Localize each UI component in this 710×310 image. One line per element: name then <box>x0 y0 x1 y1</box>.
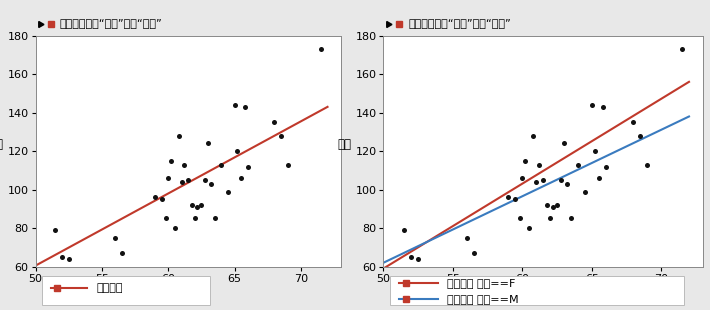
Point <box>192 205 203 210</box>
Point <box>269 120 280 125</box>
Point <box>530 179 542 184</box>
Point <box>50 228 61 232</box>
Point <box>565 216 577 221</box>
Point <box>196 202 207 207</box>
Point <box>231 149 243 154</box>
Point <box>468 251 479 256</box>
Y-axis label: 体重: 体重 <box>337 138 351 151</box>
Point <box>169 226 180 231</box>
Point <box>205 181 217 186</box>
Point <box>642 162 653 167</box>
Point <box>202 141 214 146</box>
Point <box>542 202 553 207</box>
X-axis label: 身高: 身高 <box>181 286 195 299</box>
Point <box>635 133 646 138</box>
Point <box>178 162 190 167</box>
FancyBboxPatch shape <box>390 276 684 305</box>
Point <box>628 120 639 125</box>
Point <box>579 189 591 194</box>
Point <box>239 104 251 109</box>
Point <box>533 162 545 167</box>
Point <box>165 158 177 163</box>
Point <box>510 197 521 202</box>
X-axis label: 身高: 身高 <box>536 286 550 299</box>
Point <box>514 216 525 221</box>
Point <box>537 178 549 183</box>
Point <box>545 216 556 221</box>
FancyBboxPatch shape <box>42 276 209 305</box>
Point <box>677 46 688 51</box>
Text: 二元拟合，以“身高”拟合“体重”: 二元拟合，以“身高”拟合“体重” <box>409 18 512 28</box>
Point <box>405 255 417 259</box>
Point <box>552 202 563 207</box>
Point <box>160 216 171 221</box>
Text: 线性拟合 性别==F: 线性拟合 性别==F <box>447 277 515 288</box>
Y-axis label: 体重: 体重 <box>0 138 4 151</box>
Point <box>503 195 514 200</box>
Point <box>173 133 185 138</box>
Point <box>156 197 168 202</box>
Point <box>461 235 472 240</box>
Point <box>586 102 597 107</box>
Point <box>209 216 220 221</box>
Point <box>547 205 559 210</box>
Text: 二元拟合，以“身高”拟合“体重”: 二元拟合，以“身高”拟合“体重” <box>60 18 163 28</box>
Text: 线性拟合: 线性拟合 <box>97 283 123 293</box>
Point <box>600 164 611 169</box>
Point <box>149 195 160 200</box>
Point <box>555 178 567 183</box>
Point <box>523 226 535 231</box>
Point <box>589 149 600 154</box>
Point <box>216 162 227 167</box>
Point <box>176 179 187 184</box>
Point <box>282 162 293 167</box>
Point <box>558 141 569 146</box>
Point <box>63 256 75 261</box>
Point <box>398 228 410 232</box>
Point <box>242 164 253 169</box>
Point <box>229 102 240 107</box>
Point <box>528 133 539 138</box>
Text: 线性拟合 性别==M: 线性拟合 性别==M <box>447 294 519 304</box>
Point <box>182 178 194 183</box>
Point <box>520 158 531 163</box>
Point <box>116 251 128 256</box>
Point <box>163 175 174 180</box>
Point <box>222 189 234 194</box>
Point <box>275 133 287 138</box>
Point <box>109 235 121 240</box>
Point <box>315 46 327 51</box>
Point <box>236 175 247 180</box>
Point <box>187 202 198 207</box>
Point <box>572 162 584 167</box>
Point <box>593 175 604 180</box>
Point <box>413 256 424 261</box>
Point <box>200 178 211 183</box>
Point <box>517 175 528 180</box>
Point <box>561 181 572 186</box>
Point <box>189 216 200 221</box>
Point <box>597 104 608 109</box>
Point <box>56 255 67 259</box>
